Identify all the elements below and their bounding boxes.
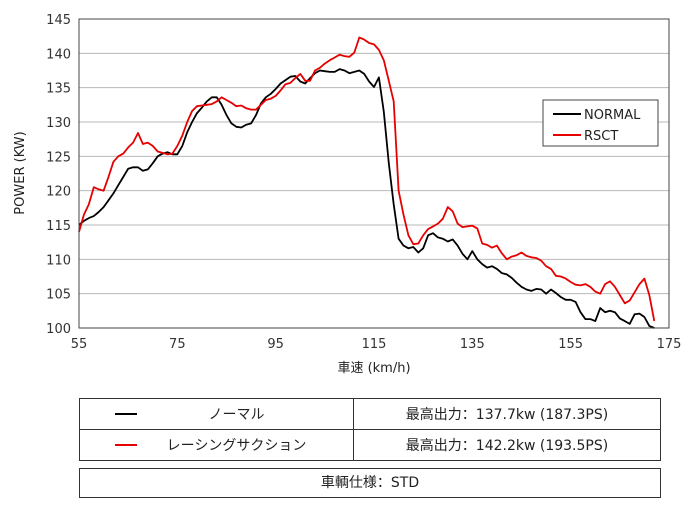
x-axis-ticks: 55 75 95 115 135 155 175	[71, 337, 682, 352]
x-tick-label: 55	[71, 337, 88, 352]
legend-label-normal: NORMAL	[584, 108, 641, 123]
y-tick-label: 125	[46, 150, 71, 165]
y-tick-label: 115	[46, 219, 71, 234]
row-output-normal: 最高出力：137.7kw (187.3PS)	[353, 398, 661, 430]
series-line-rsct	[78, 36, 656, 322]
y-tick-label: 110	[46, 253, 71, 268]
y-tick-label: 100	[46, 322, 71, 337]
y-axis-title: POWER (KW)	[13, 131, 28, 214]
vehicle-spec: 車輌仕様：STD	[79, 468, 661, 498]
y-tick-label: 135	[46, 82, 71, 97]
y-tick-label: 140	[46, 47, 71, 62]
row-swatch-rsct	[115, 444, 137, 446]
row-name-normal: ノーマル	[208, 407, 265, 423]
plot-frame	[78, 18, 670, 329]
x-tick-label: 155	[558, 337, 583, 352]
grid-lines	[79, 18, 669, 329]
power-chart: 100 105 110 115 120 125 130 135 140 145 55 75 95 115…	[13, 13, 682, 376]
x-tick-label: 75	[169, 337, 186, 352]
x-tick-label: 95	[267, 337, 284, 352]
y-tick-label: 145	[46, 13, 71, 28]
table-row-rsct: レーシングサクション 最高出力：142.2kw (193.5PS)	[79, 429, 661, 461]
y-tick-label: 105	[46, 288, 71, 303]
y-tick-label: 130	[46, 116, 71, 131]
series-lines	[78, 36, 656, 329]
comparison-table: ノーマル 最高出力：137.7kw (187.3PS) レーシングサクション 最…	[79, 398, 661, 461]
x-axis-title: 車速 (km/h)	[337, 361, 410, 376]
row-swatch-normal	[115, 413, 137, 415]
legend-label-rsct: RSCT	[584, 129, 618, 144]
table-row-normal: ノーマル 最高出力：137.7kw (187.3PS)	[79, 398, 661, 430]
row-output-rsct: 最高出力：142.2kw (193.5PS)	[353, 429, 661, 461]
y-axis-ticks: 100 105 110 115 120 125 130 135 140 145	[46, 13, 71, 337]
legend-box: NORMAL RSCT	[542, 99, 659, 147]
x-tick-label: 135	[460, 337, 485, 352]
x-tick-label: 115	[362, 337, 387, 352]
x-tick-label: 175	[657, 337, 682, 352]
row-name-rsct: レーシングサクション	[166, 438, 307, 454]
y-tick-label: 120	[46, 185, 71, 200]
series-line-normal	[78, 68, 655, 329]
